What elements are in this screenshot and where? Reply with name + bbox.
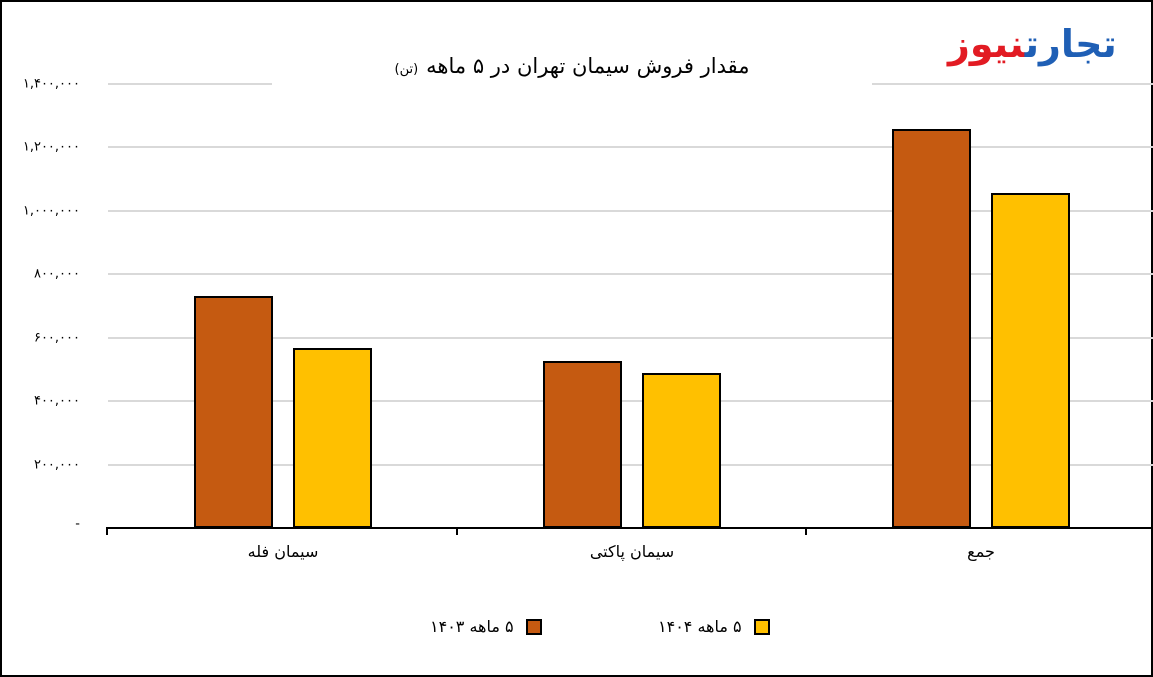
legend-swatch-icon	[525, 618, 542, 635]
y-tick-label: ۱,۴۰۰,۰۰۰	[22, 76, 80, 92]
chart-title-unit: (تن)	[394, 62, 419, 77]
y-tick-label: ۱,۲۰۰,۰۰۰	[22, 139, 80, 155]
bar	[543, 360, 622, 528]
x-label-bulk-cement: سیمان فله	[247, 542, 319, 561]
bar	[194, 295, 273, 528]
x-label-total: جمع	[967, 542, 995, 561]
y-tick-label: ۸۰۰,۰۰۰	[33, 266, 80, 282]
bar	[892, 128, 971, 528]
x-label-packed-cement: سیمان پاکتی	[589, 542, 675, 561]
legend-item-1403: ۵ ماهه ۱۴۰۳	[430, 617, 542, 636]
y-tick-label: ۱,۰۰۰,۰۰۰	[22, 203, 80, 219]
gridline	[108, 209, 1153, 212]
bar	[293, 347, 372, 528]
gridline	[108, 146, 1153, 149]
bar	[991, 192, 1070, 528]
gridline	[108, 273, 1153, 276]
y-tick-label: ۴۰۰,۰۰۰	[33, 393, 80, 409]
y-tick-label: ۲۰۰,۰۰۰	[33, 457, 80, 473]
gridline	[108, 400, 1153, 403]
brand-logo: تجارتنیوز	[948, 22, 1118, 66]
x-axis-tick	[805, 527, 807, 535]
x-axis-tick	[456, 527, 458, 535]
legend-item-1404: ۵ ماهه ۱۴۰۴	[658, 617, 770, 636]
logo-part1: تجارت	[1024, 22, 1118, 66]
chart-title: مقدار فروش سیمان تهران در ۵ ماهه (تن)	[272, 54, 872, 90]
legend-label: ۵ ماهه ۱۴۰۳	[430, 617, 514, 636]
logo-part2: نیوز	[948, 22, 1026, 66]
y-tick-label: ۶۰۰,۰۰۰	[33, 330, 80, 346]
x-axis-line	[108, 527, 1153, 529]
gridline	[108, 463, 1153, 466]
bar	[642, 372, 721, 528]
legend-swatch-icon	[753, 618, 770, 635]
legend-label: ۵ ماهه ۱۴۰۴	[658, 617, 742, 636]
chart-title-text: مقدار فروش سیمان تهران در ۵ ماهه	[426, 54, 750, 78]
gridline	[108, 336, 1153, 339]
y-tick-label: -	[75, 516, 80, 532]
x-axis-tick	[106, 527, 108, 535]
